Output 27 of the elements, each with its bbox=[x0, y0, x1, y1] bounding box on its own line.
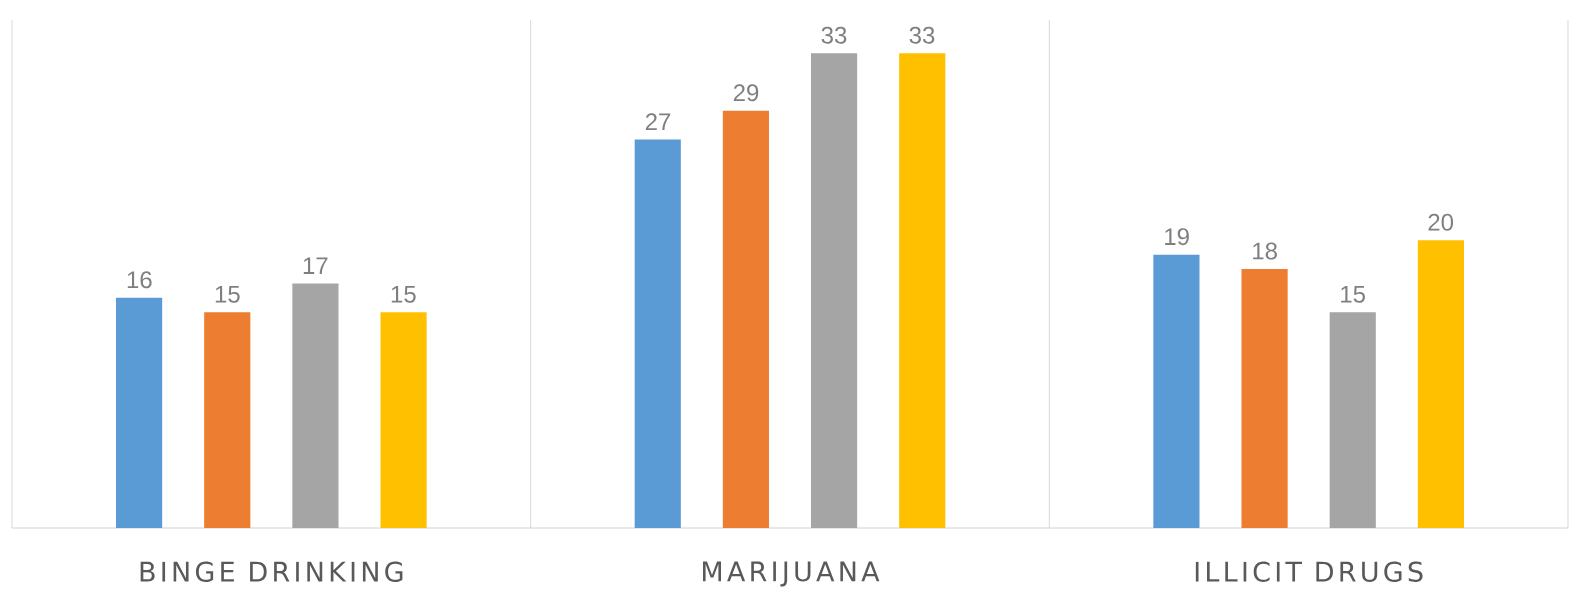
bar bbox=[1417, 240, 1464, 528]
bar bbox=[810, 53, 858, 528]
bar bbox=[899, 53, 946, 528]
data-label: 15 bbox=[391, 285, 416, 303]
bar bbox=[634, 139, 681, 528]
bar bbox=[380, 312, 427, 528]
bar bbox=[1329, 312, 1376, 528]
data-label: 17 bbox=[303, 257, 328, 274]
data-label: 27 bbox=[645, 113, 671, 131]
x-tick-label: MARIJUANA bbox=[703, 561, 880, 587]
data-label: 15 bbox=[215, 285, 240, 303]
bar bbox=[1241, 269, 1288, 528]
bar bbox=[722, 110, 769, 528]
bar bbox=[1153, 254, 1200, 528]
data-label: 16 bbox=[127, 271, 152, 289]
bar bbox=[116, 297, 163, 528]
bar bbox=[204, 312, 251, 528]
x-tick-label: BINGE DRINKING bbox=[140, 561, 403, 582]
bar bbox=[292, 283, 339, 528]
data-label: 19 bbox=[1165, 228, 1189, 246]
data-label: 29 bbox=[733, 84, 759, 102]
data-label: 15 bbox=[1341, 285, 1365, 303]
data-label: 20 bbox=[1428, 213, 1454, 231]
data-label: 33 bbox=[821, 26, 847, 44]
x-tick-label: ILLICIT DRUGS bbox=[1195, 561, 1423, 582]
data-label: 18 bbox=[1253, 242, 1277, 260]
data-label: 33 bbox=[909, 26, 935, 44]
